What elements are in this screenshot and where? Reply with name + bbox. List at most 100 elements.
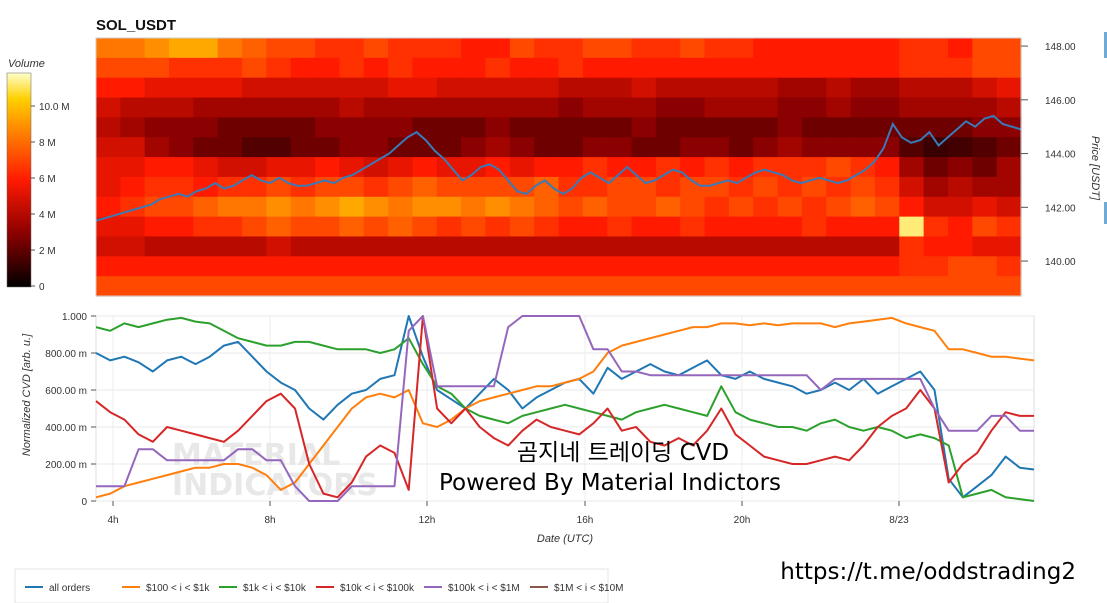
cvd-series-line [95, 316, 1035, 499]
heatmap-cell [947, 256, 973, 277]
heatmap-cell [534, 216, 560, 238]
heatmap-cell [680, 57, 706, 79]
heatmap-cell [753, 176, 779, 198]
heatmap-cell [412, 276, 438, 297]
heatmap-cell [290, 117, 316, 138]
heatmap-cell [266, 176, 292, 198]
heatmap-cell [193, 117, 219, 138]
heatmap-cell [290, 196, 316, 218]
heatmap-cell [607, 216, 633, 238]
heatmap-cell [315, 196, 341, 218]
heatmap-cell [193, 216, 219, 238]
cvd-y-axis-label: Normalized CVD [arb. u.] [21, 333, 33, 456]
legend-label: $100k < i < $1M [448, 583, 520, 594]
heatmap-cell [728, 157, 754, 178]
heatmap-cell [436, 97, 462, 118]
heatmap-cell [96, 196, 121, 218]
heatmap-cell [120, 236, 146, 257]
heatmap-cell [972, 38, 998, 59]
heatmap-cell [485, 176, 511, 198]
heatmap-cell [144, 77, 170, 99]
heatmap-cell [947, 236, 973, 257]
heatmap-cell [607, 276, 633, 297]
heatmap-cell [704, 216, 730, 238]
heatmap-cell [144, 137, 170, 158]
heatmap-cell [996, 216, 1022, 238]
heatmap-cell [801, 256, 827, 277]
heatmap-cell [899, 38, 925, 59]
heatmap-cell [850, 236, 876, 257]
telegram-link[interactable]: https://t.me/oddstrading2 [780, 559, 1076, 585]
heatmap-cell [655, 276, 681, 297]
heatmap-cell [363, 276, 389, 297]
heatmap-cell [728, 57, 754, 79]
heatmap-cell [899, 236, 925, 257]
colorbar-tick-label: 6 M [39, 174, 56, 185]
heatmap-cell [363, 236, 389, 257]
heatmap-cell [509, 57, 535, 79]
heatmap-cell [363, 137, 389, 158]
heatmap-cell [169, 38, 194, 59]
heatmap-cell [874, 57, 900, 79]
heatmap-cell [96, 157, 121, 178]
heatmap-cell [388, 157, 414, 178]
heatmap-cell [558, 38, 584, 59]
heatmap-cell [144, 256, 170, 277]
colorbar-tick-label: 8 M [39, 138, 56, 149]
heatmap-cell [461, 117, 487, 138]
legend-label: $100 < i < $1k [146, 583, 210, 594]
heatmap-cell [436, 137, 462, 158]
heatmap-cell [509, 276, 535, 297]
heatmap-cell [777, 256, 803, 277]
heatmap-cell [996, 57, 1022, 79]
heatmap-cell [485, 137, 511, 158]
cvd-x-tick-label: 8/23 [889, 515, 909, 526]
heatmap-cell [339, 117, 365, 138]
heatmap-cell [704, 256, 730, 277]
heatmap-cell [996, 157, 1022, 178]
heatmap-cell [509, 196, 535, 218]
heatmap-cell [193, 196, 219, 218]
heatmap-cell [680, 196, 706, 218]
heatmap-cell [534, 157, 560, 178]
heatmap-cell [315, 176, 341, 198]
heatmap-cell [850, 196, 876, 218]
heatmap-cell [850, 117, 876, 138]
heatmap-cell [266, 256, 292, 277]
heatmap-cell [339, 77, 365, 99]
heatmap-cell [315, 57, 341, 79]
cvd-y-tick-label: 1.000 [62, 312, 87, 323]
heatmap-cell [728, 276, 754, 297]
heatmap-cell [607, 196, 633, 218]
price-tick-label: 146.00 [1045, 96, 1076, 107]
heatmap-cell [947, 216, 973, 238]
heatmap-cell [558, 57, 584, 79]
heatmap-cell [753, 157, 779, 178]
heatmap-cell [242, 256, 267, 277]
heatmap-cell [704, 77, 730, 99]
heatmap-cell [509, 157, 535, 178]
heatmap-cell [899, 256, 925, 277]
heatmap-cell [850, 256, 876, 277]
heatmap-cell [680, 38, 706, 59]
heatmap-cell [193, 137, 219, 158]
heatmap-cell [704, 196, 730, 218]
heatmap-cell [534, 196, 560, 218]
heatmap-cell [169, 176, 194, 198]
heatmap-cell [777, 117, 803, 138]
heatmap-cell [582, 77, 608, 99]
heatmap-cell [704, 57, 730, 79]
heatmap-cell [558, 97, 584, 118]
heatmap-cell [509, 117, 535, 138]
heatmap-cell [363, 157, 389, 178]
heatmap-cell [534, 176, 560, 198]
heatmap-cell [509, 38, 535, 59]
colorbar-tick-label: 10.0 M [39, 102, 70, 113]
cvd-x-axis-label: Date (UTC) [537, 533, 594, 545]
heatmap-cell [290, 216, 316, 238]
heatmap-cell [826, 256, 852, 277]
side-marker-top [1104, 32, 1107, 58]
heatmap-cell [777, 97, 803, 118]
price-tick-label: 140.00 [1045, 257, 1076, 268]
heatmap-cell [874, 236, 900, 257]
